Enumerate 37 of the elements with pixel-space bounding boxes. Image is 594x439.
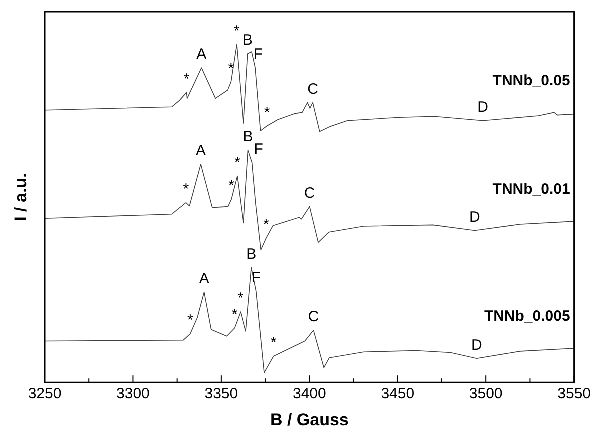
x-tick-label: 3350 — [204, 386, 238, 403]
annotation: * — [270, 334, 277, 352]
annotation: * — [187, 312, 194, 330]
series-label: TNNb_0.01 — [492, 181, 570, 198]
annotation: * — [232, 306, 238, 324]
annotation: D — [472, 336, 482, 354]
annotation: A — [199, 270, 210, 288]
annotation: D — [478, 99, 489, 116]
annotation: * — [238, 290, 244, 308]
annotation: F — [254, 141, 264, 158]
annotation: D — [470, 208, 481, 226]
y-axis-title: I / a.u. — [12, 173, 31, 222]
annotation: B — [246, 246, 257, 263]
annotation: * — [183, 181, 190, 198]
annotation: A — [196, 142, 206, 160]
annotation: * — [234, 22, 240, 40]
annotation: A — [196, 46, 207, 64]
annotation: B — [243, 128, 254, 146]
annotation: F — [254, 46, 264, 63]
annotation: C — [308, 308, 320, 326]
annotation: C — [308, 80, 319, 98]
annotation: * — [264, 104, 270, 122]
x-tick-label: 3250 — [28, 386, 62, 403]
x-tick-label: 3300 — [116, 386, 150, 403]
annotation: * — [264, 216, 270, 234]
annotation: C — [304, 184, 316, 202]
annotation: * — [184, 70, 190, 88]
annotation: B — [242, 32, 253, 50]
series-label: TNNb_0.005 — [484, 308, 570, 326]
x-tick-label: 3450 — [381, 386, 415, 403]
x-tick-label: 3500 — [469, 386, 503, 403]
annotation: * — [234, 154, 241, 172]
annotation: * — [228, 178, 235, 195]
x-axis-title: B / Gauss — [270, 410, 349, 430]
x-tick-label: 3550 — [558, 386, 592, 403]
series-label: TNNb_0.05 — [492, 72, 570, 90]
x-tick-label: 3400 — [292, 386, 326, 403]
